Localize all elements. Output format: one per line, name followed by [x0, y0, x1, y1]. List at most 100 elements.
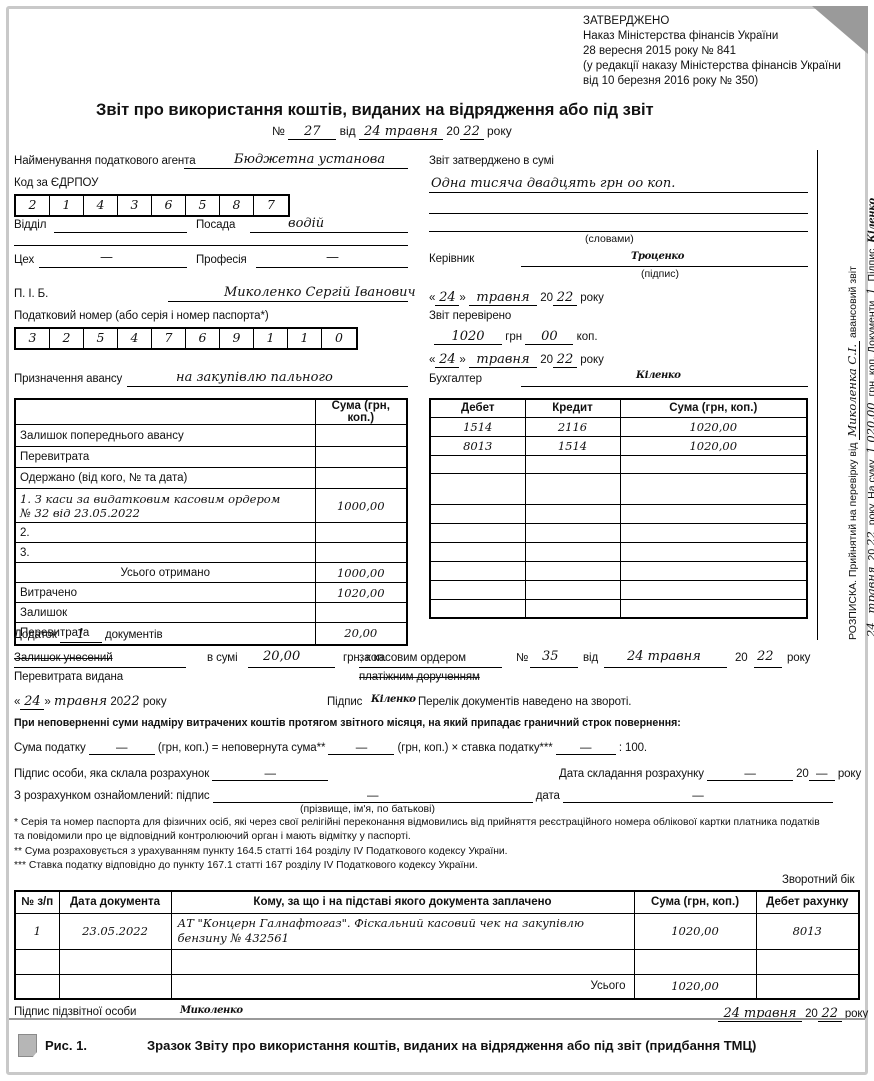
final-sign-year: 22 [123, 694, 140, 709]
accountant-signature: Кіленко [636, 370, 681, 381]
manager-date-day: 24 [435, 290, 460, 306]
checked-date-year-prefix: 20 [540, 354, 553, 366]
back-side-table: № з/п Дата документа Кому, за що і на пі… [14, 890, 860, 1000]
figure-caption-text: Зразок Звіту про використання коштів, ви… [147, 1038, 757, 1053]
overexpenditure-issued-label: Перевитрата видана [14, 671, 124, 683]
tax-formula-part-2: (грн, коп.) = неповернута сума** [157, 742, 326, 754]
edrpou-digit-1: 1 [50, 196, 84, 215]
order-date-value: 24 травня [627, 649, 701, 664]
in-sum-rule [248, 667, 335, 668]
calc-year-value: — [808, 768, 835, 781]
receipt-vertical-line-2: 24 травня 2022 року. На суму 1 020,00 гр… [864, 195, 874, 640]
shop-value: — [100, 250, 113, 265]
table-row: Витрачено 1020,00 [14, 582, 408, 603]
dk-r6-amount [619, 541, 808, 562]
date-value: 24 травня [358, 124, 443, 140]
attachment-value: 1 [59, 627, 102, 643]
page-title: Звіт про використання коштів, виданих на… [96, 101, 654, 119]
report-checked-label: Звіт перевірено [429, 310, 512, 322]
sum-row-label-4: 2. [14, 522, 316, 543]
tax-digit-2: 5 [84, 329, 118, 348]
sum-table: Сума (грн, коп.) Залишок попереднього ав… [14, 398, 408, 646]
divider-rule-1 [14, 245, 408, 246]
receipt-after-year: року. На суму [866, 459, 874, 526]
dk-r0-credit: 2116 [524, 416, 621, 437]
by-cash-order-label: за касовим ордером [359, 652, 466, 664]
table-row [429, 598, 808, 619]
edrpou-digit-5: 5 [186, 196, 220, 215]
accountant-label: Бухгалтер [429, 373, 482, 385]
year-suffix: року [487, 124, 512, 138]
checked-date-day: 24 [435, 352, 460, 368]
documents-list-note: Перелік документів наведено на звороті. [418, 696, 632, 708]
advance-purpose-rule [127, 386, 408, 387]
checked-kop-value: 00 [525, 329, 574, 345]
dk-r5-amount [619, 522, 808, 543]
table-row: Сума (грн, коп.) [15, 398, 408, 425]
table-row [14, 948, 860, 975]
footnote-1: та повідомили про це відповідний контрол… [14, 831, 411, 842]
bs-r1-amount [633, 948, 757, 975]
department-rule [54, 232, 187, 233]
tax-digit-8: 1 [288, 329, 322, 348]
sum-row-value-4 [314, 522, 408, 543]
number-value: 27 [288, 124, 337, 140]
agent-rule [184, 168, 408, 169]
footer-year-suffix: року [844, 1008, 869, 1020]
checked-date-row: «24» травня 20 22 року [429, 352, 604, 368]
dk-r8-amount [619, 579, 808, 600]
sum-row-label-3: 1. З каси за видатковим касовим ордером … [14, 488, 316, 523]
receipt-vertical-line-1: РОЗПИСКА. Прийнятий на перевірку від Мик… [845, 266, 860, 640]
profession-rule [256, 267, 408, 268]
manager-label: Керівник [429, 253, 475, 265]
tax-formula-row: Сума податку — (грн, коп.) = неповернута… [14, 742, 647, 755]
from-label: від [339, 124, 356, 138]
bs-r0-desc: АТ "Концерн Галнафтогаз". Фіскальний кас… [177, 916, 584, 945]
dk-header-0: Дебет [429, 398, 526, 418]
calc-year-suffix: року [837, 768, 862, 780]
sum-row-value-6: 1000,00 [314, 562, 408, 583]
table-row: 1514 2116 1020,00 [429, 416, 808, 437]
receipt-signature: Кіленко [867, 195, 874, 246]
table-row: Усього отримано 1000,00 [14, 562, 408, 583]
dk-r9-amount [619, 598, 808, 619]
agent-label: Найменування податкового агента [14, 155, 196, 167]
footnote-0: * Серія та номер паспорта для фізичних о… [14, 817, 820, 828]
tax-digit-6: 9 [220, 329, 254, 348]
in-words-label: (словами) [585, 233, 634, 245]
tax-formula-part-3: (грн, коп.) × ставка податку*** [397, 742, 553, 754]
final-sign-month: травня [54, 694, 108, 709]
manager-signature: Троценко [631, 251, 685, 262]
order-year-suffix: року [787, 652, 811, 664]
position-rule [250, 232, 408, 233]
approval-line-0: ЗАТВЕРДЖЕНО [583, 15, 670, 27]
payment-order-struck-label: платіжним дорученням [359, 671, 480, 683]
checked-amount-row: 1020 грн 00 коп. [434, 329, 598, 345]
figure-icon [18, 1034, 37, 1062]
sum-row-value-5 [314, 542, 408, 563]
table-row: Одержано (від кого, № та дата) [14, 467, 408, 489]
receipt-divider [817, 150, 819, 640]
table-total-row: Усього 1020,00 [14, 973, 860, 1000]
bs-r1-desc [170, 948, 635, 975]
accountant-signature-rule [521, 386, 808, 387]
acquainted-label: З розрахунком ознайомлений: підпис [14, 790, 210, 802]
receipt-year: 22 [864, 528, 874, 549]
table-row [429, 560, 808, 581]
approved-sum-rule-3 [429, 231, 808, 232]
attachment-row: Додаток 1 документів [14, 627, 163, 643]
dk-r3-amount [619, 472, 808, 505]
edrpou-digit-6: 8 [220, 196, 254, 215]
shop-rule [39, 267, 187, 268]
manager-date-suffix: року [580, 292, 604, 304]
dk-r6-credit [524, 541, 621, 562]
bs-total-blank-1 [58, 973, 172, 1000]
approved-sum-rule-1 [429, 192, 808, 193]
order-year-rule [754, 667, 782, 668]
tax-amount-label: Сума податку [14, 742, 86, 754]
calc-year-prefix: 20 [796, 768, 809, 780]
sum-row-label-7: Витрачено [14, 582, 316, 603]
attachment-suffix: документів [105, 629, 163, 641]
dk-r5-credit [524, 522, 621, 543]
approved-sum-rule-2 [429, 213, 808, 214]
